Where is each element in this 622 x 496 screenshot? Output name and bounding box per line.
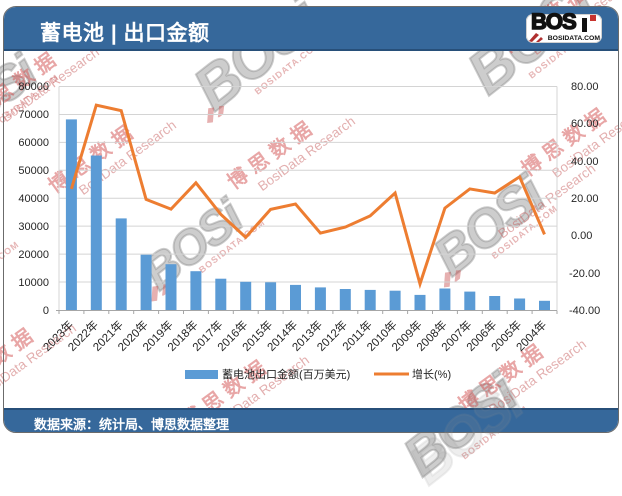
- svg-text:80.00: 80.00: [571, 81, 599, 93]
- svg-text:20000: 20000: [18, 249, 49, 261]
- svg-text:-40.00: -40.00: [569, 305, 600, 317]
- svg-text:20.00: 20.00: [571, 193, 599, 205]
- svg-text:70000: 70000: [18, 109, 49, 121]
- svg-text:蓄电池出口金额(百万美元): 蓄电池出口金额(百万美元): [222, 367, 350, 381]
- svg-text:增长(%): 增长(%): [412, 367, 451, 381]
- svg-text:50000: 50000: [18, 165, 49, 177]
- svg-text:0.00: 0.00: [571, 230, 592, 242]
- svg-text:60000: 60000: [18, 137, 49, 149]
- svg-text:60.00: 60.00: [571, 118, 599, 130]
- svg-text:40000: 40000: [18, 193, 49, 205]
- svg-text:30000: 30000: [18, 221, 49, 233]
- svg-text:10000: 10000: [18, 277, 49, 289]
- svg-text:80000: 80000: [18, 81, 49, 93]
- svg-text:-20.00: -20.00: [569, 268, 600, 280]
- svg-text:40.00: 40.00: [571, 156, 599, 168]
- svg-text:0: 0: [43, 305, 49, 317]
